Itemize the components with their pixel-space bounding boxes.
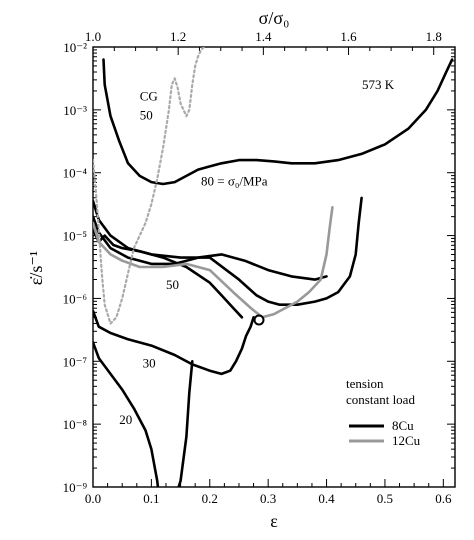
x-tick-label: 0.3 bbox=[260, 491, 276, 506]
endpoint-marker bbox=[253, 314, 265, 326]
legend: tension constant load 8Cu 12Cu bbox=[346, 376, 421, 448]
series-line-6 bbox=[93, 206, 334, 319]
x-axis-ticks: 0.0 0.1 0.2 0.3 0.4 0.5 0.6 bbox=[85, 479, 452, 506]
series-line-3 bbox=[93, 228, 244, 319]
top-tick-label: 1.0 bbox=[85, 29, 101, 44]
annotation-label: 30 bbox=[143, 356, 156, 371]
x-tick-label: 0.4 bbox=[318, 491, 335, 506]
series-line-5 bbox=[93, 341, 194, 487]
temperature-label: 573 K bbox=[362, 77, 395, 92]
x-tick-label: 0.6 bbox=[435, 491, 452, 506]
legend-label-8cu: 8Cu bbox=[392, 418, 414, 433]
annotation-label: 50 bbox=[140, 107, 153, 122]
y-tick-label: 10⁻⁷ bbox=[63, 354, 87, 369]
y-tick-label: 10⁻² bbox=[63, 40, 87, 55]
y-tick-label: 10⁻⁹ bbox=[63, 480, 88, 495]
y-tick-label: 10⁻⁴ bbox=[63, 166, 88, 181]
series-line-4 bbox=[93, 309, 255, 376]
x-tick-label: 0.1 bbox=[143, 491, 159, 506]
annotation-label: 20 bbox=[119, 412, 132, 427]
y-tick-label: 10⁻⁵ bbox=[63, 229, 87, 244]
top-axis-ticks: 1.0 1.2 1.4 1.6 1.8 bbox=[85, 29, 456, 55]
top-tick-label: 1.2 bbox=[170, 29, 186, 44]
y-tick-label: 10⁻⁸ bbox=[63, 417, 88, 432]
top-tick-label: 1.8 bbox=[426, 29, 442, 44]
annotation-label: 50 bbox=[166, 277, 179, 292]
legend-title-line-1: tension bbox=[346, 376, 384, 391]
x-tick-label: 0.2 bbox=[202, 491, 218, 506]
x-axis-label: ε bbox=[270, 511, 278, 531]
annotation-label: 80 = σ₀/MPa bbox=[201, 173, 268, 188]
series-line-0 bbox=[102, 58, 454, 186]
top-tick-label: 1.4 bbox=[255, 29, 272, 44]
legend-title-line-2: constant load bbox=[346, 392, 415, 407]
plot-frame bbox=[92, 46, 456, 488]
top-tick-label: 1.6 bbox=[340, 29, 357, 44]
top-axis-label: σ/σ₀ bbox=[259, 8, 290, 28]
y-tick-label: 10⁻³ bbox=[63, 103, 87, 118]
x-tick-label: 0.5 bbox=[377, 491, 393, 506]
series-line-7 bbox=[93, 47, 207, 325]
series-layer bbox=[93, 47, 454, 487]
series-line-2 bbox=[93, 215, 328, 281]
y-axis-label: ε̇/s⁻¹ bbox=[26, 251, 46, 285]
annotation-label: CG bbox=[140, 88, 158, 103]
x-tick-label: 0.0 bbox=[85, 491, 101, 506]
y-tick-label: 10⁻⁶ bbox=[63, 291, 87, 306]
curve-annotations: 80 = σ₀/MPa 50 30 20 CG 50 bbox=[119, 88, 268, 427]
legend-label-12cu: 12Cu bbox=[392, 433, 421, 448]
